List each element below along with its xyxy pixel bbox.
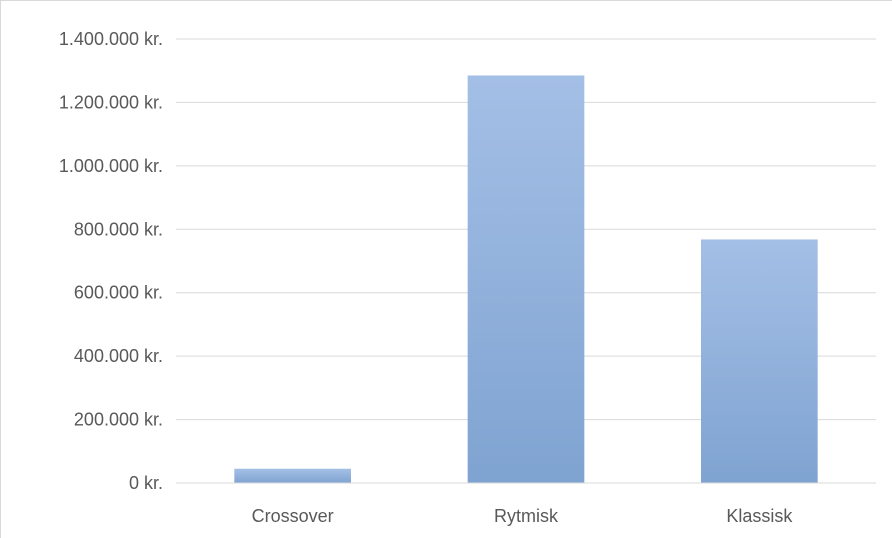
- y-tick-label: 800.000 kr.: [74, 219, 163, 239]
- y-tick-label: 1.200.000 kr.: [59, 92, 163, 112]
- x-category-label: Klassisk: [726, 506, 793, 526]
- x-category-label: Crossover: [252, 506, 334, 526]
- y-axis-tick-labels: 0 kr. 200.000 kr. 400.000 kr. 600.000 kr. 80…: [59, 29, 163, 493]
- y-tick-label: 0 kr.: [129, 473, 163, 493]
- x-axis-category-labels: Crossover Rytmisk Klassisk: [252, 506, 794, 526]
- y-tick-label: 200.000 kr.: [74, 410, 163, 430]
- y-tick-label: 1.400.000 kr.: [59, 29, 163, 49]
- bars: [234, 75, 818, 483]
- y-tick-label: 600.000 kr.: [74, 283, 163, 303]
- bar-klassisk: [701, 239, 818, 483]
- bar-rytmisk: [467, 75, 585, 483]
- y-tick-label: 1.000.000 kr.: [59, 156, 163, 176]
- bar-crossover: [234, 468, 351, 483]
- x-category-label: Rytmisk: [494, 506, 559, 526]
- y-tick-label: 400.000 kr.: [74, 346, 163, 366]
